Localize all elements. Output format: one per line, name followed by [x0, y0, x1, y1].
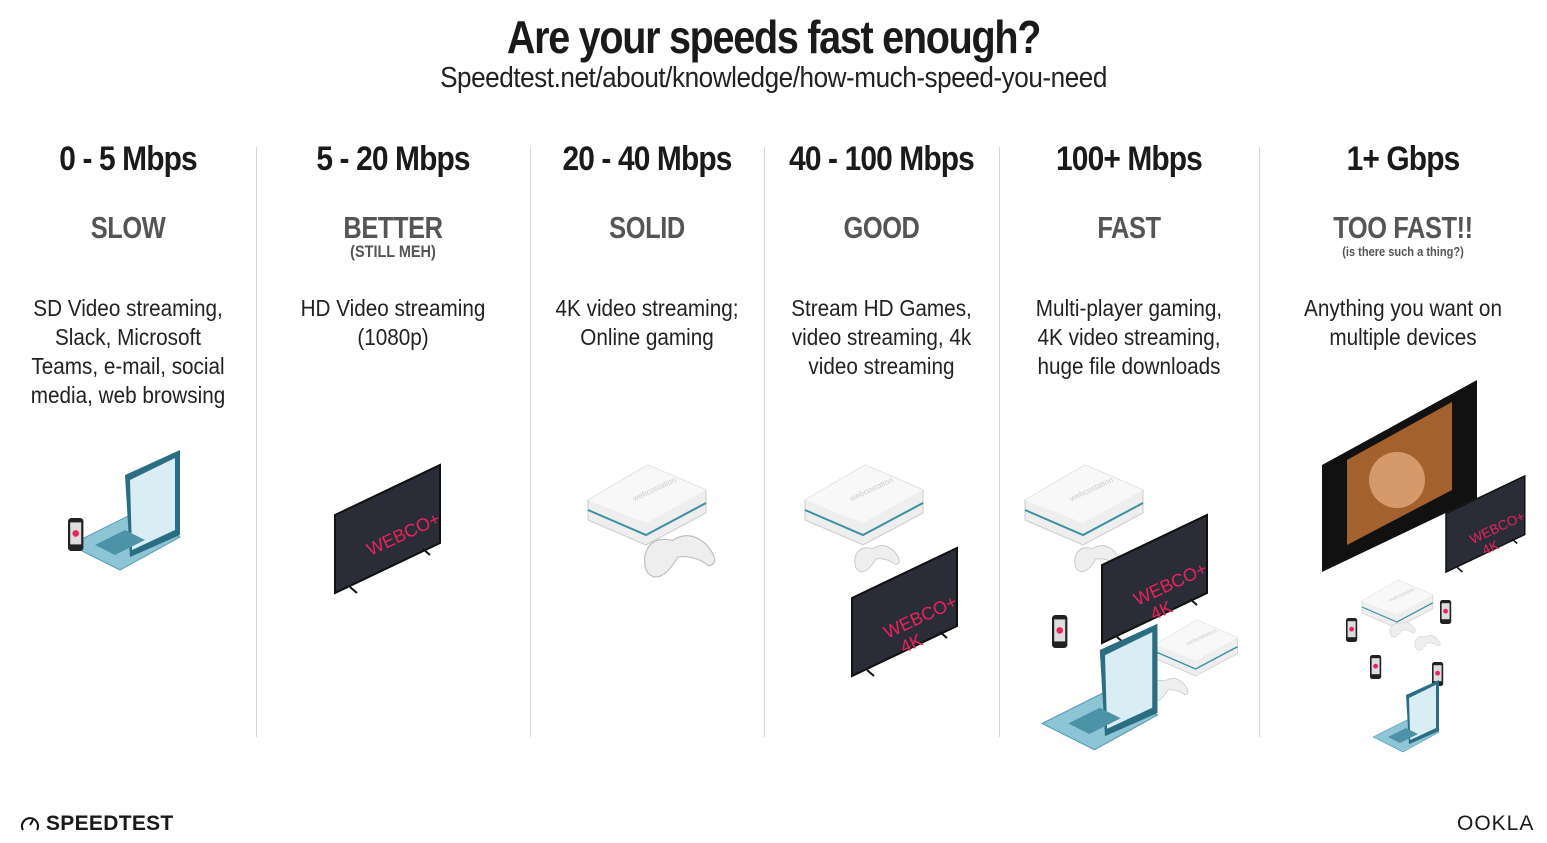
use-case-description: Anything you want on multiple devices: [1304, 295, 1502, 350]
phone-icon: [1440, 600, 1452, 624]
speed-tier-3: 40 - 100 Mbps GOOD: [764, 140, 999, 244]
game-console-icon: webcostation: [1154, 619, 1238, 677]
rating-note: (is there such a thing?): [1342, 244, 1464, 259]
speed-rating: GOOD: [843, 210, 920, 245]
phone-icon: [1346, 618, 1358, 642]
speed-range: 40 - 100 Mbps: [789, 140, 975, 178]
laptop-icon: [1372, 680, 1440, 753]
speed-range: 5 - 20 Mbps: [316, 140, 470, 178]
rating-note: (STILL MEH): [350, 242, 436, 261]
speed-rating: SLOW: [90, 210, 166, 245]
use-case-description: Stream HD Games, video streaming, 4k vid…: [791, 295, 972, 379]
speedometer-icon: [21, 817, 39, 831]
speedtest-logo-text: SPEEDTEST: [46, 812, 174, 835]
game-console-icon: webcostation: [1361, 579, 1434, 629]
laptop-icon: [1040, 623, 1159, 751]
game-controller-icon: [1389, 622, 1416, 638]
column-divider: [530, 147, 531, 737]
laptop-icon: [68, 450, 182, 571]
speed-range: 100+ Mbps: [1056, 140, 1203, 178]
speed-tier-1: 5 - 20 Mbps BETTER (STILL MEH): [256, 140, 530, 260]
speed-rating: BETTER: [343, 210, 443, 245]
use-case-description: 4K video streaming; Online gaming: [555, 295, 739, 350]
game-controller-icon: [1414, 635, 1441, 651]
phone-icon: [1370, 655, 1382, 679]
game-console-icon: webcostation: [1024, 464, 1144, 546]
game-console-icon: webcostation: [804, 464, 924, 546]
phone-icon: [1432, 662, 1444, 686]
phone-icon: [68, 518, 84, 551]
use-case-description: SD Video streaming, Slack, Microsoft Tea…: [30, 295, 226, 408]
phone-icon: [1052, 615, 1068, 648]
speed-rating: FAST: [1097, 210, 1161, 245]
column-divider: [1259, 147, 1260, 737]
source-url: Speedtest.net/about/knowledge/how-much-s…: [440, 62, 1107, 94]
tv-icon: WEBCO+ 4K: [1445, 474, 1527, 574]
tv-icon: WEBCO+: [334, 463, 443, 595]
speed-rating: SOLID: [609, 210, 685, 245]
column-divider: [999, 147, 1000, 737]
tv-resolution: 4K: [1480, 537, 1501, 558]
tv-movie-screen-icon: [1322, 380, 1477, 572]
use-case-description: HD Video streaming (1080p): [300, 295, 486, 350]
speedtest-logo: SPEEDTEST: [20, 812, 174, 836]
speed-tier-2: 20 - 40 Mbps SOLID: [530, 140, 764, 244]
speed-range: 20 - 40 Mbps: [562, 140, 732, 178]
speed-tier-5: 1+ Gbps TOO FAST!! (is there such a thin…: [1259, 140, 1547, 260]
speed-rating: TOO FAST!!: [1333, 210, 1473, 245]
use-case-description: Multi-player gaming, 4K video streaming,…: [1035, 295, 1223, 379]
game-console-icon: webcostation: [587, 464, 707, 546]
page-title: Are your speeds fast enough?: [506, 11, 1042, 63]
speed-range: 1+ Gbps: [1346, 140, 1461, 178]
column-divider: [256, 147, 257, 737]
speed-range: 0 - 5 Mbps: [59, 140, 197, 178]
speed-tier-4: 100+ Mbps FAST: [999, 140, 1259, 244]
game-controller-icon: [644, 535, 716, 578]
column-divider: [764, 147, 765, 737]
speed-tier-0: 0 - 5 Mbps SLOW: [0, 140, 256, 244]
ookla-logo: OOKLA: [1457, 812, 1535, 835]
game-controller-icon: [854, 545, 900, 573]
